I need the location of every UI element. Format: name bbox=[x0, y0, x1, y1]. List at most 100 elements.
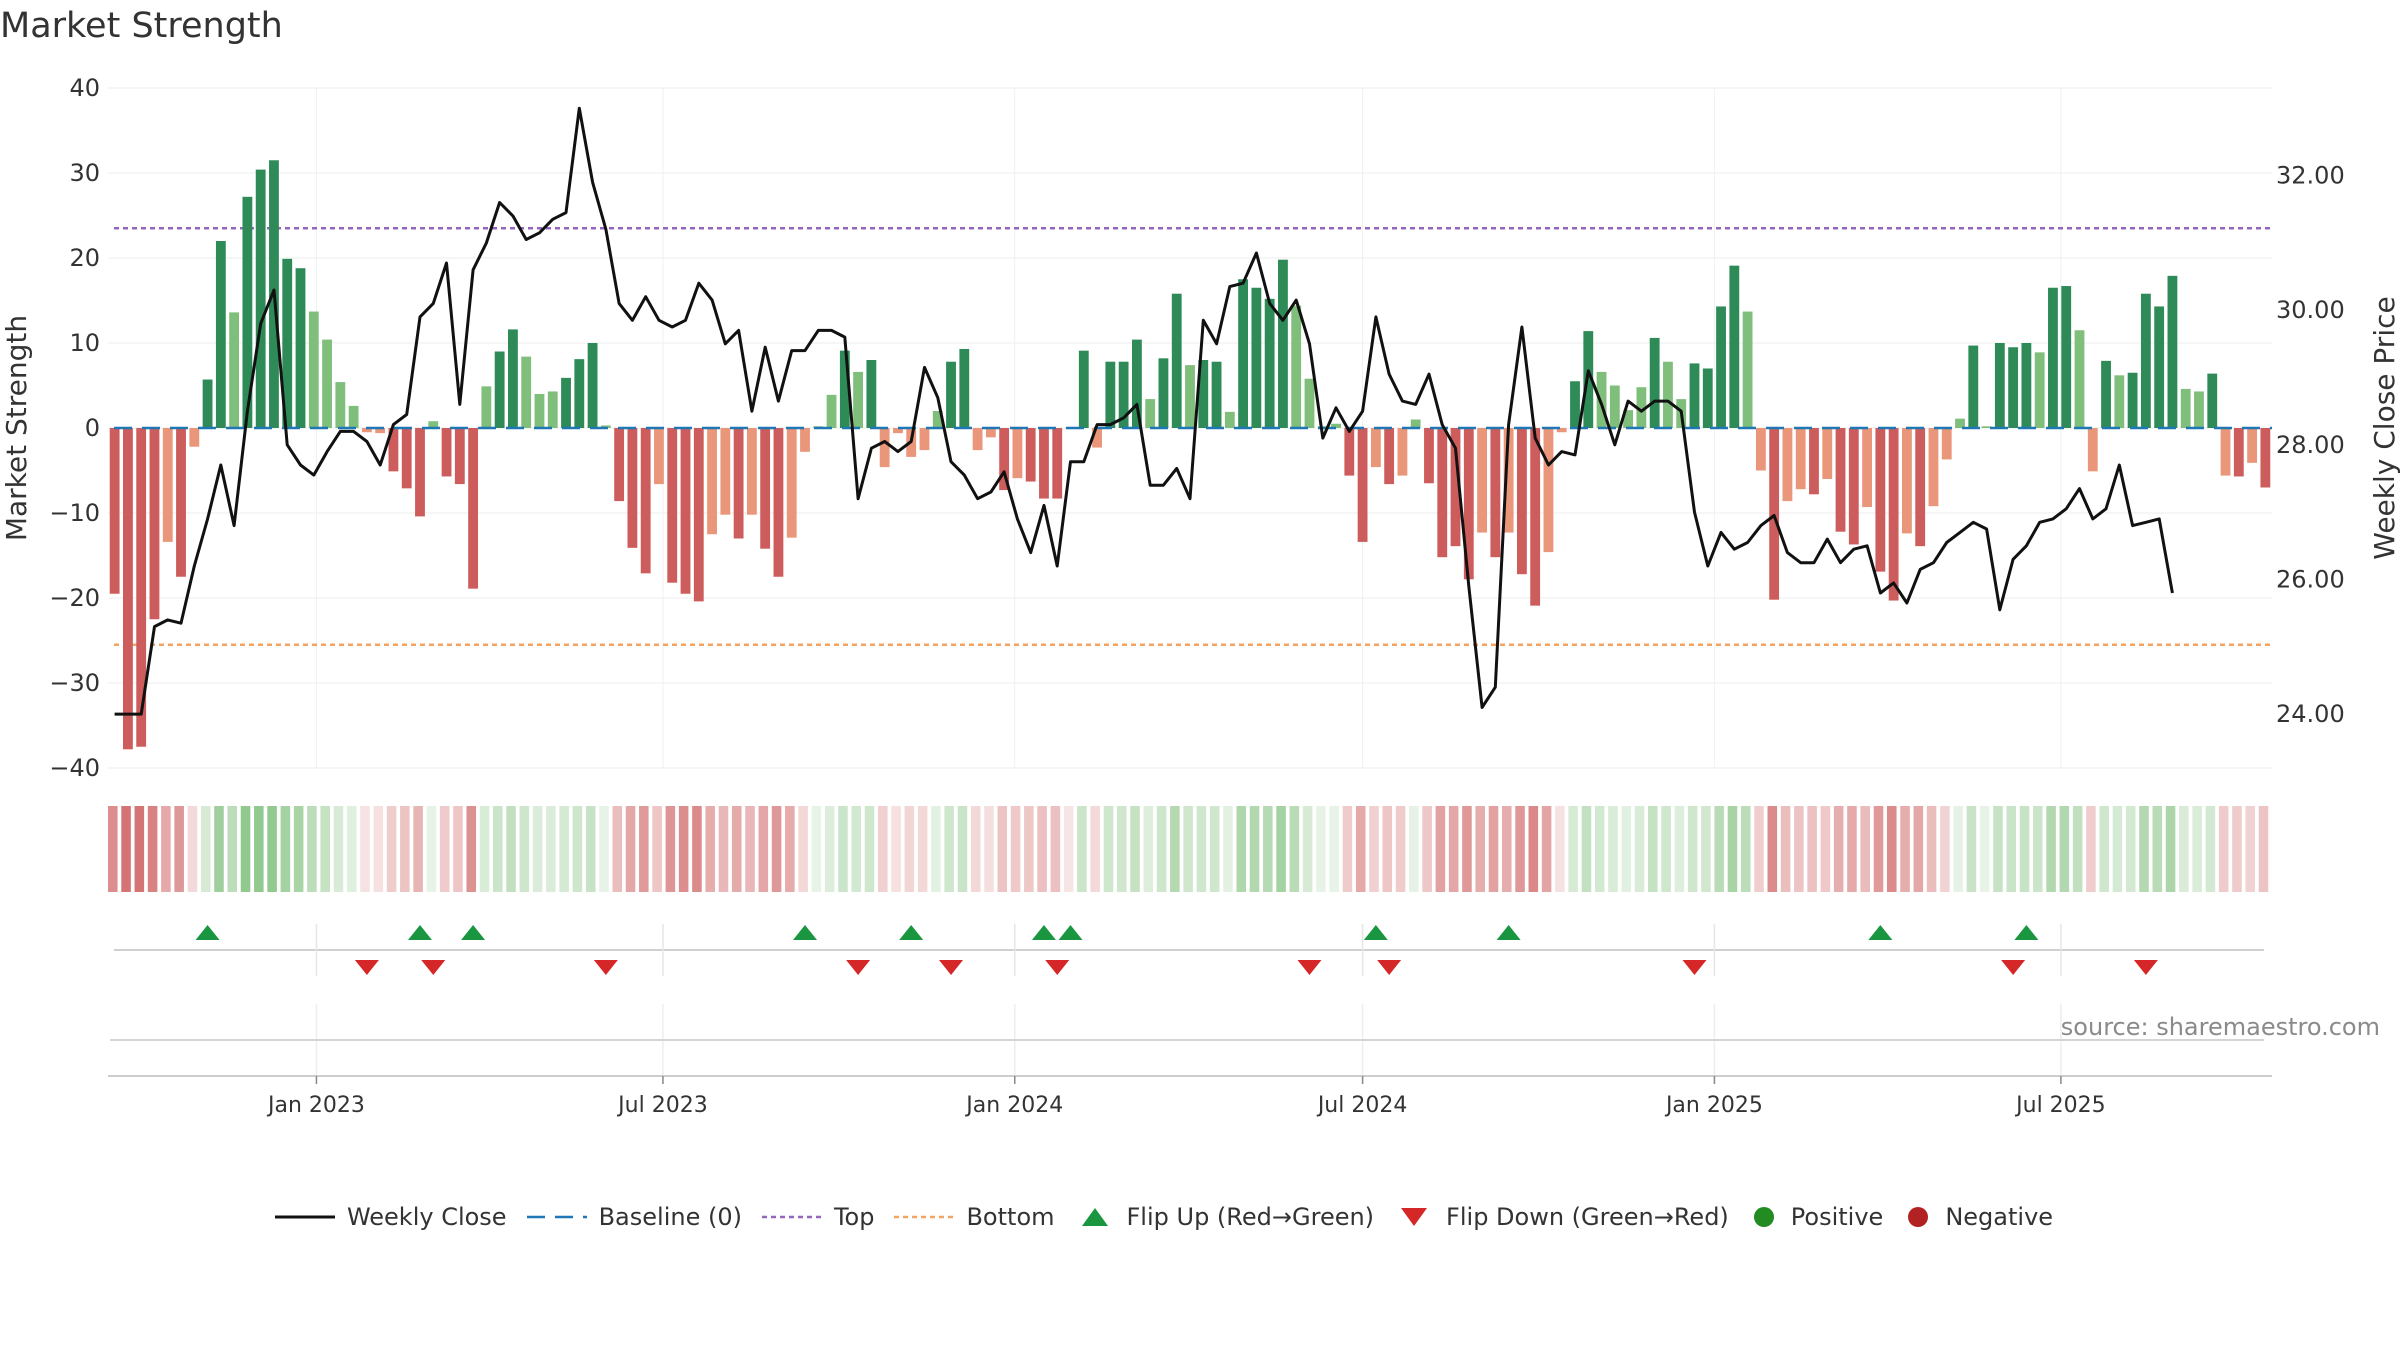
heat-cell bbox=[2192, 806, 2202, 892]
strength-bar bbox=[521, 356, 532, 428]
heat-cell bbox=[1170, 806, 1180, 892]
x-tick-label: Jul 2024 bbox=[1316, 1093, 1408, 1118]
strength-bar bbox=[1516, 428, 1527, 575]
heat-cell bbox=[1010, 806, 1021, 892]
heat-cell bbox=[121, 806, 131, 892]
strength-bar bbox=[1384, 428, 1395, 485]
weekly-close-polyline bbox=[114, 106, 2174, 716]
heat-cell bbox=[2006, 806, 2017, 892]
axes: 40 30 20 10 0 −10 −20 −30 −40 32.00 30.00 28.00 26.0… bbox=[0, 74, 2400, 782]
strength-bar bbox=[348, 405, 359, 428]
heat-cell bbox=[1860, 806, 1871, 892]
y-tick-label: −10 bbox=[49, 499, 100, 527]
heat-cell bbox=[1886, 806, 1897, 892]
strength-bar bbox=[959, 348, 970, 428]
heat-cell bbox=[147, 806, 158, 892]
heat-cell bbox=[2139, 806, 2149, 892]
strength-bar bbox=[295, 268, 306, 428]
heat-cell bbox=[798, 806, 808, 892]
heat-cell bbox=[1130, 806, 1140, 892]
strength-bar bbox=[946, 361, 956, 428]
strength-bar bbox=[2114, 375, 2125, 428]
flip-down-marker bbox=[421, 960, 446, 975]
heat-cell bbox=[2046, 806, 2056, 892]
heat-cell bbox=[439, 806, 450, 892]
strength-bar bbox=[1742, 311, 1753, 428]
heat-cell bbox=[811, 806, 822, 892]
y2-tick-label: 32.00 bbox=[2276, 162, 2345, 190]
strength-bar bbox=[627, 428, 638, 548]
heat-cell bbox=[1767, 806, 1778, 892]
heat-cell bbox=[493, 806, 503, 892]
heat-cell bbox=[1687, 806, 1698, 892]
heat-cell bbox=[1263, 806, 1273, 892]
heat-cell bbox=[1077, 806, 1087, 892]
strength-bar bbox=[587, 343, 598, 428]
x-tick-label: Jan 2025 bbox=[1664, 1093, 1763, 1118]
heat-cell bbox=[400, 806, 410, 892]
heat-cell bbox=[1820, 806, 1831, 892]
heat-cell bbox=[1648, 806, 1658, 892]
legend-label: Weekly Close bbox=[346, 1203, 507, 1231]
flip-down-marker bbox=[354, 960, 379, 975]
heat-cell bbox=[466, 806, 477, 892]
strength-bar bbox=[1769, 428, 1780, 600]
heat-cell bbox=[386, 806, 397, 892]
strength-bar bbox=[1012, 428, 1023, 479]
heat-cell bbox=[1873, 806, 1884, 892]
flip-down-marker bbox=[1682, 960, 1707, 975]
strength-bar bbox=[932, 411, 943, 428]
heat-cell bbox=[1435, 806, 1446, 892]
circle-icon bbox=[1753, 1207, 1774, 1227]
strength-bar bbox=[1158, 358, 1169, 428]
heat-cell bbox=[333, 806, 344, 892]
strength-bar bbox=[2087, 428, 2098, 472]
heat-cell bbox=[559, 806, 569, 892]
legend-label: Baseline (0) bbox=[598, 1203, 742, 1231]
strength-bar bbox=[1835, 428, 1846, 532]
heat-cell bbox=[984, 806, 994, 892]
y-tick-label: 10 bbox=[69, 329, 100, 357]
strength-bar bbox=[760, 428, 771, 549]
heat-cell bbox=[1953, 806, 1963, 892]
heat-cell bbox=[2232, 806, 2242, 892]
strength-bar bbox=[1424, 428, 1434, 484]
strength-bar bbox=[707, 428, 717, 535]
strength-bar bbox=[746, 428, 757, 515]
flip-down-marker bbox=[1377, 960, 1402, 975]
strength-bar bbox=[388, 428, 399, 472]
heat-cell bbox=[360, 806, 370, 892]
heat-cell bbox=[970, 806, 981, 892]
line-swatch-icon bbox=[274, 1215, 335, 1219]
strength-bar bbox=[1224, 411, 1235, 428]
legend-label: Bottom bbox=[966, 1203, 1055, 1231]
heat-cell bbox=[280, 806, 291, 892]
strength-bar bbox=[2074, 330, 2085, 428]
strength-bar bbox=[2101, 360, 2111, 428]
heat-cell bbox=[1143, 806, 1154, 892]
heat-cell bbox=[532, 806, 543, 892]
heat-cell bbox=[1183, 806, 1193, 892]
heat-cell bbox=[745, 806, 755, 892]
heat-cell bbox=[1847, 806, 1857, 892]
strength-bar bbox=[2140, 293, 2151, 428]
heat-cell bbox=[227, 806, 238, 892]
legend-top: Top bbox=[761, 1203, 874, 1231]
strength-bar bbox=[136, 428, 147, 747]
strength-bar bbox=[693, 428, 704, 602]
strength-bar bbox=[1198, 360, 1209, 428]
heat-cell bbox=[1037, 806, 1047, 892]
flip-down-marker bbox=[939, 960, 964, 975]
strength-bar bbox=[1171, 293, 1182, 428]
strength-bar bbox=[1025, 428, 1036, 482]
heat-cell bbox=[1156, 806, 1167, 892]
heat-cell bbox=[1196, 806, 1207, 892]
strength-bar bbox=[2167, 275, 2178, 428]
heat-cell bbox=[413, 806, 423, 892]
heat-cell bbox=[2258, 806, 2269, 892]
heat-cell bbox=[108, 806, 118, 892]
heat-cell bbox=[1050, 806, 1061, 892]
strength-bar bbox=[335, 382, 346, 428]
strength-bar bbox=[2127, 372, 2138, 428]
strength-bar bbox=[1915, 428, 1926, 547]
